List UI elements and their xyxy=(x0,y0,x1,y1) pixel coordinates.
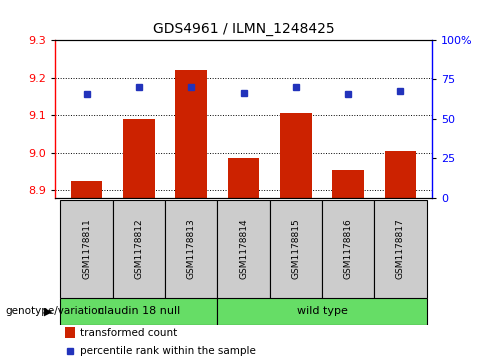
Bar xyxy=(332,170,364,198)
Text: wild type: wild type xyxy=(297,306,347,316)
Title: GDS4961 / ILMN_1248425: GDS4961 / ILMN_1248425 xyxy=(153,22,334,36)
Bar xyxy=(374,200,427,298)
Text: ▶: ▶ xyxy=(44,306,53,316)
Bar xyxy=(280,113,311,198)
Bar xyxy=(228,158,259,198)
Bar xyxy=(61,200,113,298)
Text: transformed count: transformed count xyxy=(80,327,177,338)
Bar xyxy=(113,200,165,298)
Bar xyxy=(123,119,155,198)
Text: percentile rank within the sample: percentile rank within the sample xyxy=(80,346,255,356)
Text: GSM1178811: GSM1178811 xyxy=(82,218,91,279)
Text: GSM1178816: GSM1178816 xyxy=(344,218,353,279)
Text: GSM1178817: GSM1178817 xyxy=(396,218,405,279)
Bar xyxy=(165,200,217,298)
Text: GSM1178815: GSM1178815 xyxy=(291,218,300,279)
Bar xyxy=(176,70,207,198)
Bar xyxy=(270,200,322,298)
Text: genotype/variation: genotype/variation xyxy=(5,306,104,316)
Text: claudin 18 null: claudin 18 null xyxy=(98,306,180,316)
Text: GSM1178814: GSM1178814 xyxy=(239,218,248,279)
Bar xyxy=(71,181,102,198)
Bar xyxy=(61,298,217,325)
Bar xyxy=(385,151,416,198)
Text: GSM1178812: GSM1178812 xyxy=(134,218,143,279)
Bar xyxy=(217,200,270,298)
Bar xyxy=(217,298,427,325)
Bar xyxy=(322,200,374,298)
Bar xyxy=(65,327,75,338)
Text: GSM1178813: GSM1178813 xyxy=(187,218,196,279)
